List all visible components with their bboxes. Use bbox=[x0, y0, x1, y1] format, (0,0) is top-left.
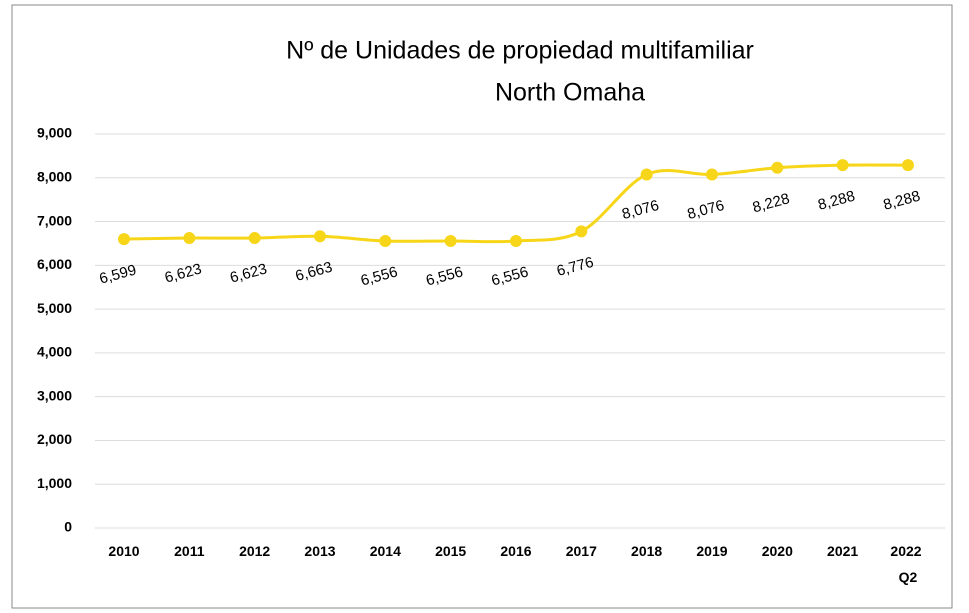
x-tick-label: 2019 bbox=[696, 543, 727, 559]
marker bbox=[901, 159, 914, 172]
x-tick-label: 2014 bbox=[370, 543, 401, 559]
y-tick-label: 2,000 bbox=[37, 431, 72, 447]
y-tick-label: 9,000 bbox=[37, 125, 72, 141]
x-tick-label: 2010 bbox=[108, 543, 139, 559]
y-tick-label: 8,000 bbox=[37, 168, 72, 184]
marker bbox=[248, 232, 261, 245]
x-tick-label: 2018 bbox=[631, 543, 662, 559]
chart-title: Nº de Unidades de propiedad multifamilia… bbox=[286, 37, 754, 65]
marker bbox=[771, 161, 784, 174]
marker bbox=[705, 168, 718, 181]
y-tick-label: 7,000 bbox=[37, 212, 72, 228]
y-tick-label: 5,000 bbox=[37, 300, 72, 316]
marker bbox=[575, 225, 588, 238]
chart-frame bbox=[11, 4, 953, 609]
marker bbox=[118, 233, 130, 246]
x-tick-label: 2013 bbox=[304, 543, 335, 559]
x-tick-label: 2021 bbox=[827, 543, 858, 559]
x-tick-label: 2011 bbox=[174, 543, 205, 559]
x-tick-label: 2012 bbox=[239, 543, 270, 559]
marker bbox=[379, 234, 392, 247]
x-tick-label: 2016 bbox=[500, 543, 531, 559]
marker bbox=[640, 168, 653, 181]
marker bbox=[183, 232, 196, 245]
y-tick-label: 1,000 bbox=[37, 475, 72, 491]
x-tick-label: 2017 bbox=[566, 543, 597, 559]
x-tick-label: 2015 bbox=[435, 543, 466, 559]
marker bbox=[836, 159, 849, 172]
marker bbox=[313, 230, 326, 243]
marker bbox=[509, 234, 522, 247]
chart-title: North Omaha bbox=[495, 79, 645, 107]
y-tick-label: 6,000 bbox=[37, 256, 72, 272]
x-tick-label: 2020 bbox=[762, 543, 793, 559]
x-tick-label: 2022 Q2 bbox=[890, 543, 925, 585]
y-tick-label: 4,000 bbox=[37, 344, 72, 360]
marker bbox=[444, 234, 457, 247]
y-tick-label: 0 bbox=[64, 519, 72, 535]
y-tick-label: 3,000 bbox=[37, 387, 72, 403]
